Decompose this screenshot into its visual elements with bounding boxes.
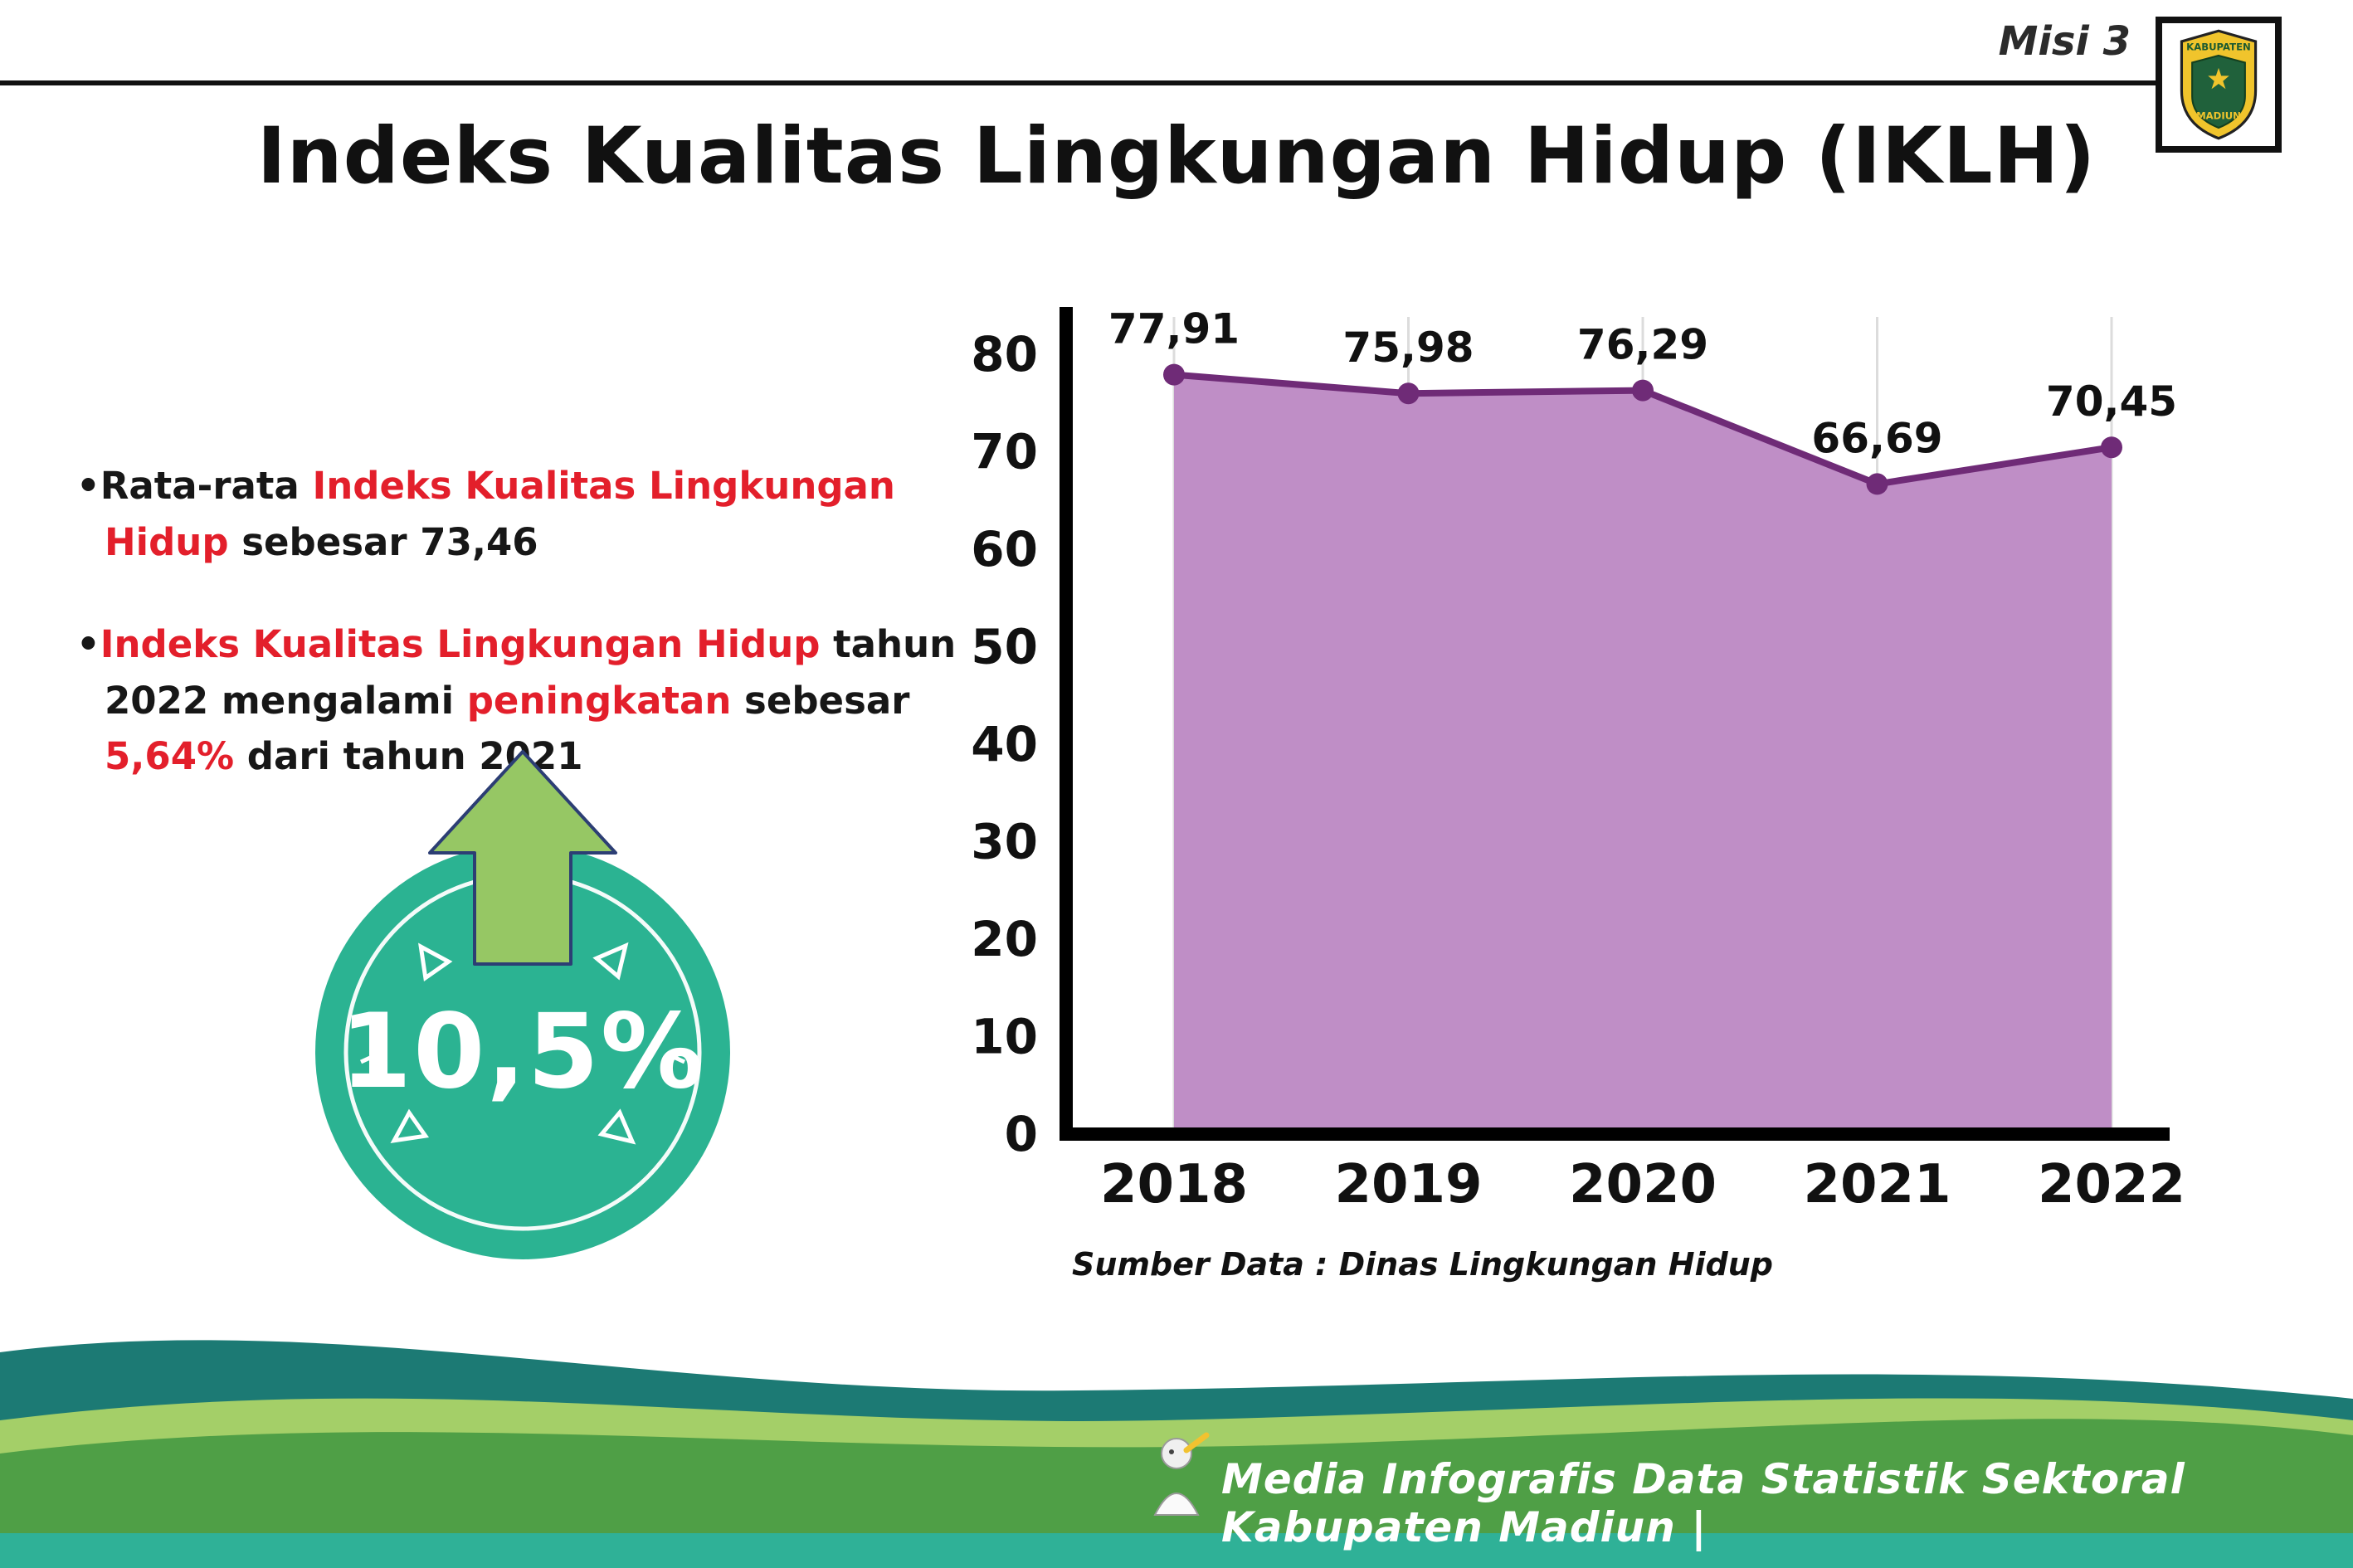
bullet-dot: • [76, 622, 100, 666]
svg-text:2022: 2022 [2038, 1154, 2185, 1215]
footer-caption: Media Infografis Data Statistik Sektoral… [1221, 1455, 2185, 1551]
mascot-icon [1153, 1432, 1210, 1516]
bullet-text: tahun 2022 mengalami [105, 622, 957, 723]
bullet-text-highlight: Indeks Kualitas Lingkungan Hidup [100, 622, 821, 666]
svg-text:70,45: 70,45 [2046, 377, 2177, 426]
svg-text:66,69: 66,69 [1811, 414, 1942, 462]
data-source: Sumber Data : Dinas Lingkungan Hidup [1072, 1246, 1773, 1283]
svg-text:10: 10 [971, 1009, 1038, 1065]
bullet-average-iklh: •Rata-rata Indeks Kualitas Lingkungan Hi… [76, 458, 964, 570]
svg-text:20: 20 [971, 911, 1038, 967]
svg-text:76,29: 76,29 [1577, 321, 1708, 369]
svg-text:50: 50 [971, 619, 1038, 675]
bullet-text: Rata-rata [100, 464, 313, 508]
svg-text:70: 70 [971, 424, 1038, 480]
shield-icon: KABUPATEN MADIUN [2180, 29, 2258, 140]
iklh-chart: 77,91 75,98 76,29 66,69 70,45 0 10 20 30 40 50 60 70… [971, 305, 2185, 1215]
bullet-text: sebesar [731, 678, 910, 723]
svg-text:40: 40 [971, 716, 1038, 772]
misi-label: Misi 3 [1998, 18, 2131, 65]
header-divider [0, 80, 2157, 85]
summary-bullets: •Rata-rata Indeks Kualitas Lingkungan Hi… [76, 458, 964, 831]
svg-text:0: 0 [1005, 1106, 1038, 1162]
increase-percentage: 10,5% [339, 992, 706, 1112]
svg-text:2021: 2021 [1803, 1154, 1951, 1215]
bullet-text-highlight: Indeks Kualitas Lingkungan Hidup [105, 464, 895, 564]
kabupaten-madiun-logo: KABUPATEN MADIUN [2156, 17, 2282, 153]
bullet-text-highlight: peningkatan [466, 678, 732, 723]
bullet-text-highlight: 5,64% [105, 734, 235, 778]
logo-text-top: KABUPATEN [2186, 41, 2251, 53]
page-title: Indeks Kualitas Lingkungan Hidup (IKLH) [256, 111, 2097, 202]
bullet-dot: • [76, 464, 100, 508]
logo-text-bottom: MADIUN [2196, 110, 2241, 121]
svg-text:60: 60 [971, 521, 1038, 577]
svg-text:2019: 2019 [1334, 1154, 1482, 1215]
svg-text:75,98: 75,98 [1342, 324, 1474, 372]
svg-text:77,91: 77,91 [1108, 305, 1240, 353]
up-arrow-icon [428, 750, 617, 966]
svg-text:30: 30 [971, 814, 1038, 870]
svg-text:2018: 2018 [1100, 1154, 1248, 1215]
svg-text:80: 80 [971, 326, 1038, 382]
bullet-increase-2022: •Indeks Kualitas Lingkungan Hidup tahun … [76, 616, 964, 785]
bullet-text: sebesar 73,46 [228, 519, 538, 564]
iklh-chart-block: 77,91 75,98 76,29 66,69 70,45 0 10 20 30 40 50 60 70… [950, 292, 2195, 1230]
increase-badge: 10,5% [314, 747, 735, 1264]
svg-text:2020: 2020 [1569, 1154, 1717, 1215]
